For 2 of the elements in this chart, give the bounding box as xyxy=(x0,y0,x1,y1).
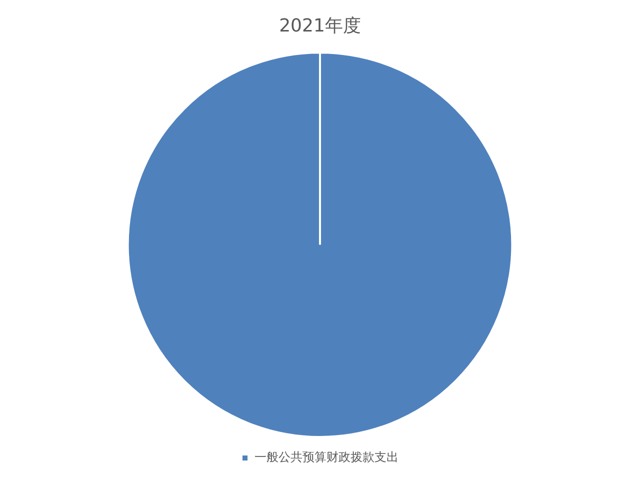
legend-label: 一般公共预算财政拨款支出 xyxy=(254,450,398,464)
chart-title: 2021年度 xyxy=(279,15,361,36)
